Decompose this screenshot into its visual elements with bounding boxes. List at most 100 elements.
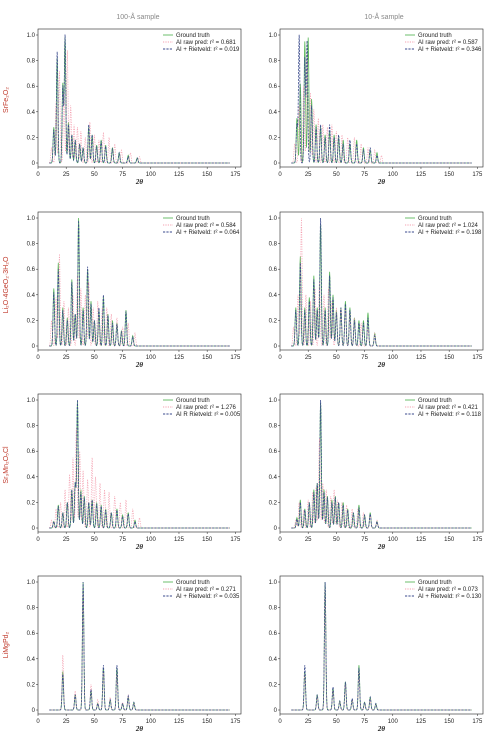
legend-entry-ground-truth: Ground truth [418, 398, 452, 404]
series-ai-raw [49, 588, 230, 711]
x-tick-label: 175 [472, 537, 483, 543]
x-tick-label: 125 [174, 172, 185, 178]
y-tick-label: 1.0 [269, 33, 278, 39]
plot-frame [279, 575, 484, 715]
x-tick-label: 75 [361, 719, 368, 725]
x-tick-label: 50 [333, 719, 340, 725]
y-tick-label: 0.8 [27, 242, 36, 248]
x-tick-label: 0 [278, 172, 282, 178]
y-tick-label: 1.0 [269, 216, 278, 222]
x-tick-label: 150 [202, 537, 213, 543]
y-tick-label: 0.2 [27, 318, 36, 324]
x-tick-label: 50 [333, 355, 340, 361]
x-tick-label: 75 [361, 172, 368, 178]
y-tick-label: 0.6 [269, 631, 278, 637]
x-tick-label: 125 [416, 719, 427, 725]
y-tick-label: 0.2 [27, 682, 36, 688]
plot-frame [37, 211, 242, 351]
x-axis-label: 2θ [377, 725, 386, 733]
y-tick-label: 0.4 [27, 657, 36, 663]
series-ai-rietveld [291, 581, 472, 711]
x-tick-label: 25 [305, 355, 312, 361]
y-tick-label: 0.6 [269, 449, 278, 455]
x-axis-label: 2θ [135, 178, 144, 186]
x-tick-label: 125 [174, 355, 185, 361]
chart-panel-4: 0 0.2 0.4 0.6 0.8 1.0 0 25 50 75 100 125 150 175 2θ Gro… [269, 211, 484, 369]
y-tick-label: 0 [274, 708, 278, 714]
plot-frame [279, 393, 484, 533]
legend-entry-ground-truth: Ground truth [176, 33, 210, 39]
y-tick-label: 0.4 [269, 657, 278, 663]
x-tick-label: 50 [91, 172, 98, 178]
y-tick-label: 1.0 [269, 580, 278, 586]
chart-panel-6: 0 0.2 0.4 0.6 0.8 1.0 0 25 50 75 100 125 150 175 2θ Gro… [269, 393, 484, 551]
series-ai-rietveld [49, 220, 230, 347]
y-tick-label: 0.2 [269, 500, 278, 506]
x-tick-label: 125 [174, 537, 185, 543]
legend-entry-ground-truth: Ground truth [418, 216, 452, 222]
x-tick-label: 75 [119, 537, 126, 543]
x-tick-label: 125 [416, 537, 427, 543]
legend-entry-ai-rietveld: AI + Rietveld: r² = 0.035 [176, 594, 240, 600]
series-ai-raw [291, 54, 472, 164]
y-tick-label: 0.8 [269, 424, 278, 430]
legend-entry-ai-rietveld: AI + Rietveld: r² = 0.346 [418, 47, 482, 53]
y-tick-label: 0.4 [269, 293, 278, 299]
y-tick-label: 0.8 [269, 59, 278, 65]
x-tick-label: 150 [202, 172, 213, 178]
series-ai-rietveld [49, 581, 230, 711]
y-tick-label: 0 [32, 344, 36, 350]
legend-entry-ai-raw: AI raw pred: r² = 0.584 [176, 223, 237, 229]
legend-entry-ai-raw: AI raw pred: r² = 0.587 [418, 40, 479, 46]
x-tick-label: 175 [472, 719, 483, 725]
x-tick-label: 150 [444, 719, 455, 725]
x-tick-label: 175 [230, 172, 241, 178]
x-tick-label: 175 [230, 719, 241, 725]
chart-panel-5: 0 0.2 0.4 0.6 0.8 1.0 0 25 50 75 100 125 150 175 2θ Gro… [27, 393, 242, 551]
y-tick-label: 0.8 [269, 606, 278, 612]
legend-entry-ai-rietveld: AI + Rietveld: r² = 0.198 [418, 230, 482, 236]
chart-panel-7: 0 0.2 0.4 0.6 0.8 1.0 0 25 50 75 100 125 150 175 2θ Gro… [27, 575, 242, 733]
legend-entry-ai-raw: AI raw pred: r² = 0.073 [418, 587, 479, 593]
x-tick-label: 100 [146, 537, 157, 543]
y-tick-label: 0.4 [27, 293, 36, 299]
x-tick-label: 50 [91, 719, 98, 725]
legend-entry-ai-rietveld: AI R Rietveld: r² = 0.005 [176, 412, 241, 418]
plot-frame [279, 211, 484, 351]
x-tick-label: 75 [119, 172, 126, 178]
x-tick-label: 150 [202, 355, 213, 361]
legend-entry-ai-rietveld: AI + Rietveld: r² = 0.019 [176, 47, 240, 53]
x-tick-label: 25 [305, 172, 312, 178]
x-tick-label: 25 [63, 355, 70, 361]
x-tick-label: 150 [444, 537, 455, 543]
x-tick-label: 100 [388, 355, 399, 361]
legend-entry-ai-raw: AI raw pred: r² = 0.421 [418, 405, 479, 411]
y-tick-label: 0 [32, 161, 36, 167]
x-tick-label: 25 [305, 537, 312, 543]
y-tick-label: 0.6 [27, 631, 36, 637]
plot-frame [37, 28, 242, 168]
series-ground-truth [49, 581, 230, 711]
x-tick-label: 75 [361, 537, 368, 543]
x-tick-label: 125 [174, 719, 185, 725]
y-tick-label: 0.8 [27, 424, 36, 430]
x-tick-label: 50 [333, 172, 340, 178]
x-tick-label: 100 [146, 172, 157, 178]
y-tick-label: 0.6 [27, 84, 36, 90]
row-label-4: LiMgPd₂ [3, 631, 10, 658]
x-axis-label: 2θ [135, 361, 144, 369]
y-tick-label: 0 [32, 708, 36, 714]
x-tick-label: 175 [472, 172, 483, 178]
y-tick-label: 0 [274, 344, 278, 350]
x-axis-label: 2θ [377, 361, 386, 369]
x-tick-label: 100 [388, 537, 399, 543]
legend-entry-ai-raw: AI raw pred: r² = 1.024 [418, 223, 479, 229]
legend-entry-ground-truth: Ground truth [418, 33, 452, 39]
x-tick-label: 0 [36, 355, 40, 361]
y-tick-label: 0 [274, 526, 278, 532]
x-tick-label: 125 [416, 172, 427, 178]
y-tick-label: 0.4 [269, 110, 278, 116]
series-ground-truth [291, 581, 472, 711]
legend-entry-ai-raw: AI raw pred: r² = 0.681 [176, 40, 237, 46]
